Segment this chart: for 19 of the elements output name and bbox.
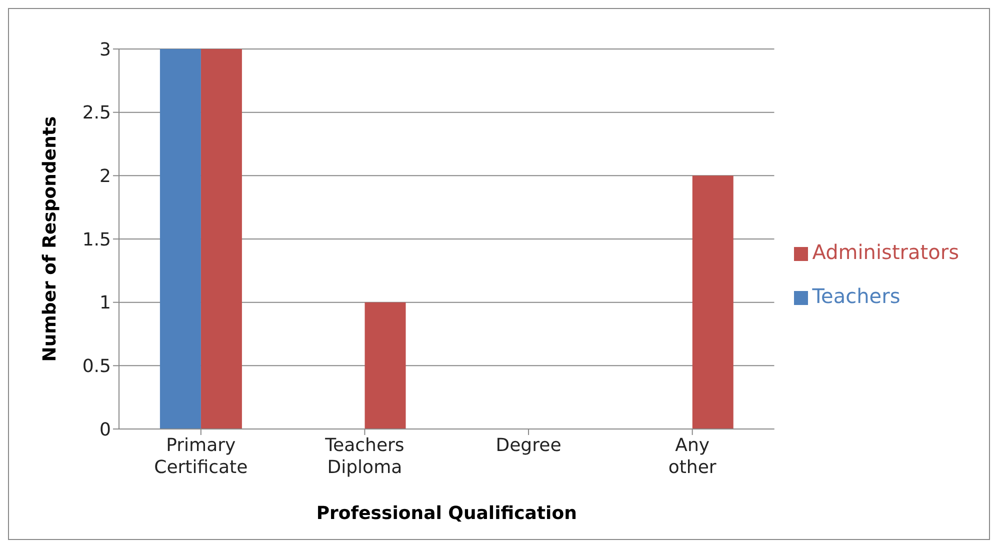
y-tick-label: 1 bbox=[100, 292, 111, 314]
x-tick-label: Primary Certificate bbox=[154, 435, 248, 478]
bar bbox=[692, 176, 734, 429]
y-tick-label: 2 bbox=[100, 166, 111, 188]
x-axis-title: Professional Qualification bbox=[316, 503, 577, 524]
x-tick-label: Teachers Diploma bbox=[324, 435, 404, 478]
legend-label: Teachers bbox=[812, 284, 900, 308]
bar bbox=[160, 49, 201, 429]
y-tick-label: 0.5 bbox=[82, 356, 111, 378]
x-tick-label: Degree bbox=[496, 435, 562, 456]
y-tick-label: 3 bbox=[100, 39, 111, 60]
x-tick-label: Any other bbox=[668, 435, 717, 478]
y-tick-label: 2.5 bbox=[82, 102, 111, 124]
bar bbox=[364, 302, 406, 429]
y-tick-label: 1.5 bbox=[82, 229, 111, 250]
y-tick-label: 0 bbox=[100, 419, 111, 440]
legend-label: Administrators bbox=[812, 240, 959, 264]
y-axis-title: Number of Respondents bbox=[39, 116, 60, 362]
bar bbox=[200, 49, 242, 429]
